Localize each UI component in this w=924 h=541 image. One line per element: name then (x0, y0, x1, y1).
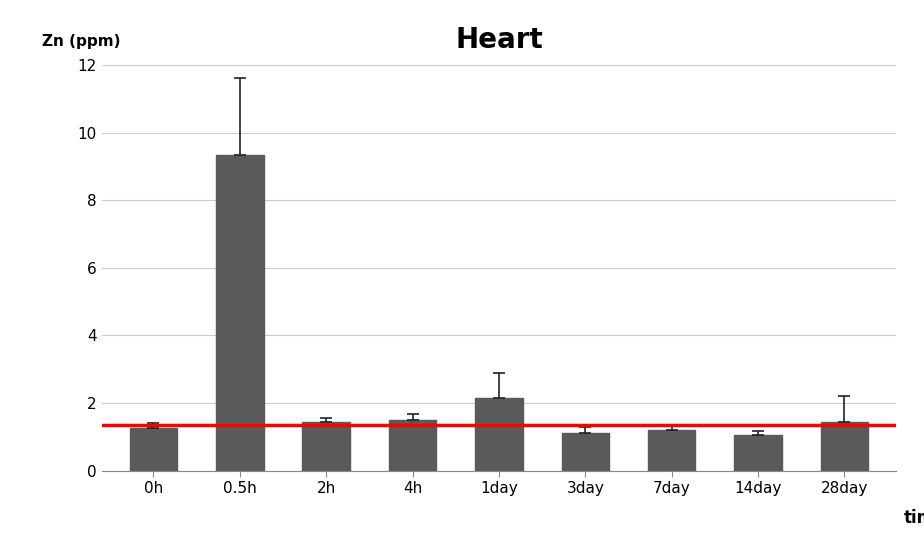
Text: Zn (ppm): Zn (ppm) (43, 34, 120, 49)
Bar (735, 435, 782, 471)
Bar (129, 428, 177, 471)
Bar (302, 421, 350, 471)
Bar (389, 420, 436, 471)
Text: time: time (905, 509, 924, 527)
Bar (216, 155, 263, 471)
Bar (475, 398, 523, 471)
Bar (562, 433, 609, 471)
Bar (648, 430, 696, 471)
Bar (821, 421, 869, 471)
Title: Heart: Heart (456, 27, 542, 54)
